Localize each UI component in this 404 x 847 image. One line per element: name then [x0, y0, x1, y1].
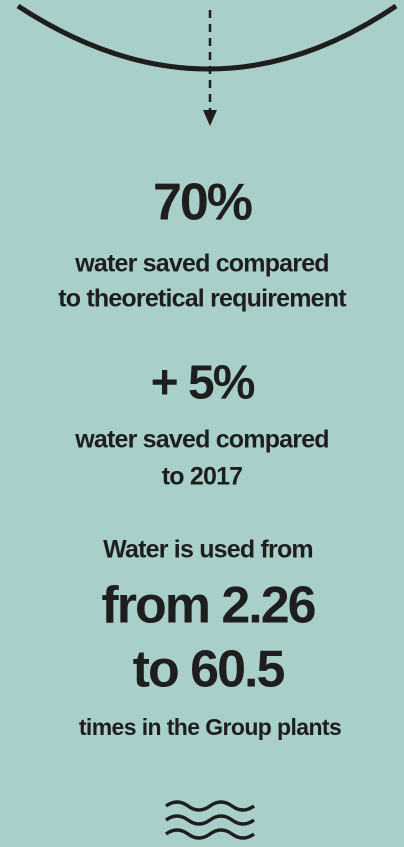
stat-value: + 5%: [151, 357, 255, 410]
stat-caption: water saved compared: [74, 250, 329, 278]
stat-value: 70%: [153, 174, 252, 232]
arrow-head: [203, 110, 217, 126]
wave-icon: [164, 800, 256, 840]
usage-range: from 2.26: [101, 577, 315, 635]
stat-caption: to 2017: [162, 463, 243, 491]
arc: [16, 3, 398, 72]
usage-outro: times in the Group plants: [79, 714, 341, 740]
wave: [164, 814, 256, 826]
wave: [164, 800, 256, 812]
usage-range: to 60.5: [133, 641, 285, 699]
stat-caption: to theoretical requirement: [58, 285, 347, 313]
stat-caption: water saved compared: [74, 426, 329, 454]
wave: [164, 828, 256, 840]
usage-intro: Water is used from: [103, 536, 313, 564]
